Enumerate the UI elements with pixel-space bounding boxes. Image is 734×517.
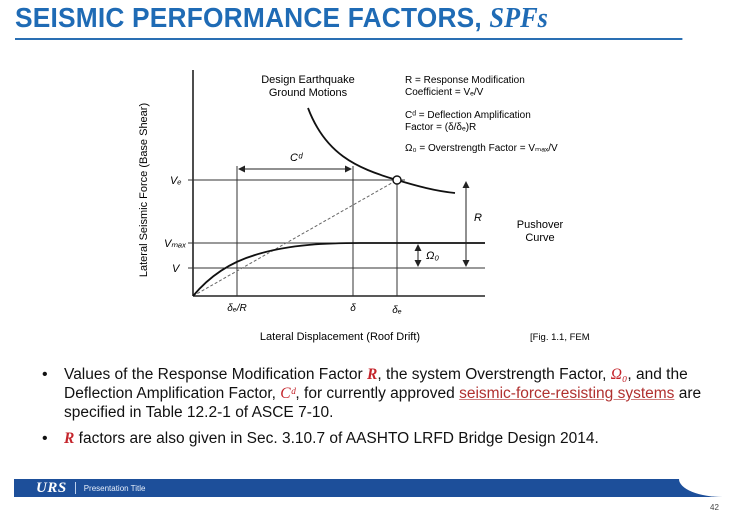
title-italic: SPFs <box>489 3 548 34</box>
urs-logo: URS <box>36 479 67 496</box>
x-axis-label: Lateral Displacement (Roof Drift) <box>260 331 420 343</box>
slide-title: SEISMIC PERFORMANCE FACTORS, SPFs <box>15 2 683 40</box>
pushover-curve <box>192 242 485 297</box>
sfrs-link[interactable]: seismic-force-resisting systems <box>459 385 675 402</box>
bullet-item-1: Values of the Response Modification Fact… <box>40 365 710 422</box>
symbol-r-2: R <box>64 430 75 447</box>
footer-bar: URS Presentation Title <box>14 479 723 497</box>
legend-cd-1: Cᵈ = Deflection Amplification <box>405 110 531 121</box>
footer-curve-decoration <box>679 479 723 497</box>
design-eq-label-1: Design Earthquake <box>261 74 355 86</box>
y-tick-ve: Vₑ <box>170 175 182 187</box>
symbol-omega: Ω₀ <box>610 366 628 383</box>
pushover-label-2: Curve <box>525 232 554 244</box>
legend-r-1: R = Response Modification <box>405 75 525 86</box>
b1-text-a: Values of the Response Modification Fact… <box>64 366 367 383</box>
design-eq-label-2: Ground Motions <box>269 87 348 99</box>
r-label: R <box>474 212 482 224</box>
legend-cd-2: Factor = (δ/δₑ)R <box>405 122 476 133</box>
design-point-marker <box>392 175 402 185</box>
figure-source: [Fig. 1.1, FEMA P-695, 2009] <box>530 332 590 343</box>
y-tick-v: V <box>172 263 181 275</box>
symbol-r: R <box>366 366 378 383</box>
b1-text-b: , the system Overstrength Factor, <box>377 366 611 383</box>
y-tick-vmax: Vₘₐₓ <box>164 238 186 250</box>
design-earthquake-curve <box>307 107 456 194</box>
b1-text-c: , and the Deflection Amplification Facto… <box>64 366 688 402</box>
title-main: SEISMIC PERFORMANCE FACTORS, <box>15 2 490 33</box>
elastic-line <box>192 179 398 297</box>
cd-label: Cᵈ <box>290 152 303 164</box>
page-number: 42 <box>710 503 719 512</box>
b1-text-d: , for currently approved <box>295 385 460 402</box>
b1-text-e: are specified in Table 12.2-1 of ASCE 7-… <box>64 385 702 421</box>
bullet-list: Values of the Response Modification Fact… <box>40 365 710 455</box>
pushover-label-1: Pushover <box>517 219 564 231</box>
presentation-title: Presentation Title <box>83 483 146 493</box>
x-tick-de-over-r: δₑ/R <box>227 303 246 314</box>
symbol-cd: Cᵈ <box>280 385 296 402</box>
legend-omega: Ω₀ = Overstrength Factor = Vₘₐₓ/V <box>405 143 558 154</box>
b2-text-a: factors are also given in Sec. 3.10.7 of… <box>74 430 599 447</box>
x-tick-de: δₑ <box>392 305 402 316</box>
omega-label: Ω₀ <box>426 250 439 262</box>
legend-r-2: Coefficient = Vₑ/V <box>405 87 484 98</box>
spf-diagram: Lateral Seismic Force (Base Shear) Cᵈ R … <box>138 70 590 343</box>
bullet-item-2: R factors are also given in Sec. 3.10.7 … <box>40 429 710 448</box>
footer-divider <box>74 482 76 494</box>
x-tick-delta: δ <box>350 303 356 314</box>
y-axis-label: Lateral Seismic Force (Base Shear) <box>138 103 150 277</box>
